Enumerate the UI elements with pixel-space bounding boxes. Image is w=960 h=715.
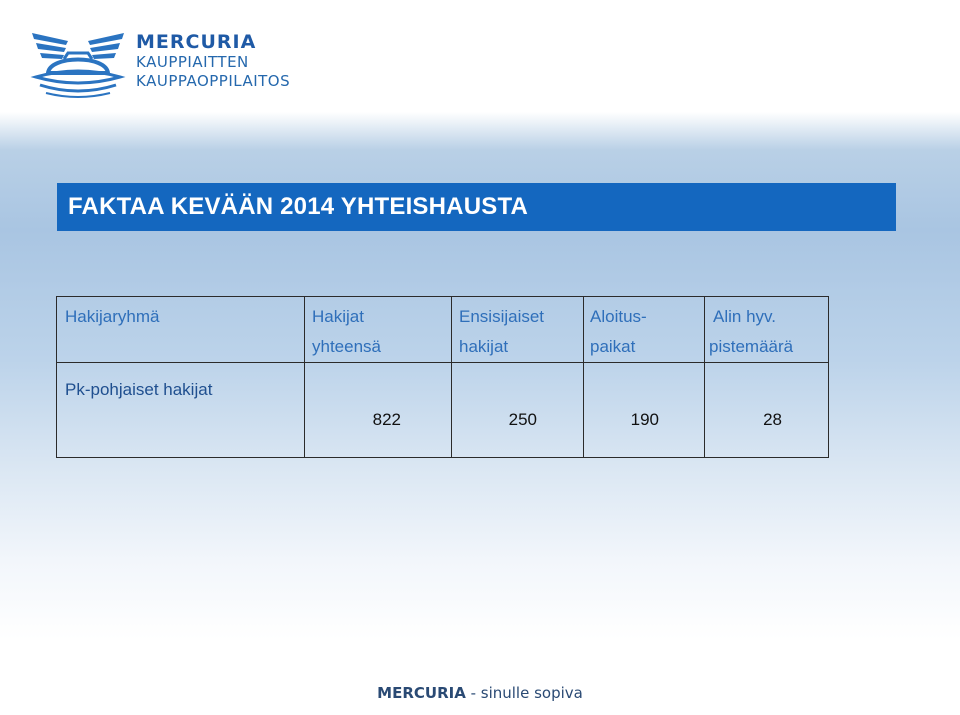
value-cell-primary: 250 xyxy=(451,362,584,458)
value-primary: 250 xyxy=(508,410,537,429)
header-places-line2: paikat xyxy=(590,337,636,356)
header-primary-line1: Ensisijaiset xyxy=(459,307,545,326)
header-places-line1: Aloitus- xyxy=(590,307,647,326)
winged-helmet-icon xyxy=(30,33,126,98)
row-label: Pk-pohjaiset hakijat xyxy=(65,380,213,399)
value-places: 190 xyxy=(630,410,659,429)
mercuria-logo: MERCURIA KAUPPIAITTEN KAUPPAOPPILAITOS xyxy=(28,25,290,99)
logo-name: MERCURIA xyxy=(136,31,257,53)
facts-table: Hakijaryhmä Hakijat yhteensä Ensisijaise… xyxy=(56,296,829,458)
value-total: 822 xyxy=(372,410,401,429)
value-cell-min-score: 28 xyxy=(704,362,829,458)
table-header-row: Hakijaryhmä Hakijat yhteensä Ensisijaise… xyxy=(56,296,829,363)
header-primary-line2: hakijat xyxy=(459,337,509,356)
header-total-line1: Hakijat xyxy=(312,307,364,326)
header-cell-group: Hakijaryhmä xyxy=(56,296,305,363)
value-cell-places: 190 xyxy=(583,362,705,458)
header-cell-primary: Ensisijaiset hakijat xyxy=(451,296,584,363)
footer-brand: MERCURIA xyxy=(377,684,466,702)
header-hakijaryhma: Hakijaryhmä xyxy=(65,307,160,326)
table-row: Pk-pohjaiset hakijat 822 250 190 28 xyxy=(56,362,829,458)
header-cell-min-score: Alin hyv. pistemäärä xyxy=(704,296,829,363)
footer-tagline: - sinulle sopiva xyxy=(465,684,583,702)
logo-subline-2: KAUPPAOPPILAITOS xyxy=(136,72,291,90)
row-label-cell: Pk-pohjaiset hakijat xyxy=(56,362,305,458)
footer-slogan: MERCURIA - sinulle sopiva xyxy=(0,684,960,702)
value-cell-total: 822 xyxy=(304,362,452,458)
logo-subline-1: KAUPPIAITTEN xyxy=(136,53,249,71)
header-min-score-line1: Alin hyv. xyxy=(713,307,776,326)
page-title: FAKTAA KEVÄÄN 2014 YHTEISHAUSTA xyxy=(68,193,529,220)
header-total-line2: yhteensä xyxy=(312,337,381,356)
title-bar: FAKTAA KEVÄÄN 2014 YHTEISHAUSTA xyxy=(57,183,896,231)
header-cell-total: Hakijat yhteensä xyxy=(304,296,452,363)
header-cell-places: Aloitus- paikat xyxy=(583,296,705,363)
header-min-score-line2: pistemäärä xyxy=(709,337,794,356)
value-min-score: 28 xyxy=(763,410,782,429)
